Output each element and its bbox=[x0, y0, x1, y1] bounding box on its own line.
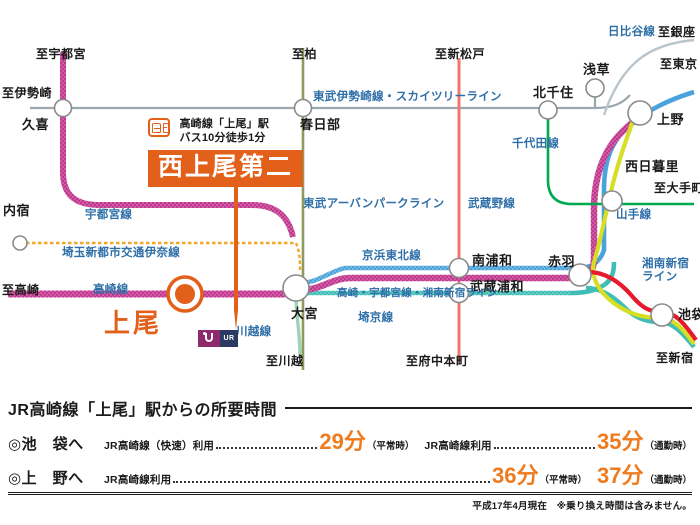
station-label-musashi-urawa: 武蔵浦和 bbox=[470, 279, 525, 294]
property-name-badge: 西上尾第二 bbox=[148, 149, 304, 187]
station-label-kita-senju: 北千住 bbox=[533, 85, 574, 100]
terminus-label-to-isesaki: 至伊勢崎 bbox=[2, 86, 53, 100]
station-label-omiya: 大宮 bbox=[291, 306, 319, 321]
minutes-value: 29分 bbox=[319, 429, 366, 454]
property-marker-stem bbox=[234, 170, 238, 330]
station-marker-akabane bbox=[568, 263, 592, 287]
time-note-alt: （通勤時） bbox=[644, 441, 693, 452]
terminus-label-to-kawagoe: 至川越 bbox=[266, 354, 304, 368]
bus-icon bbox=[148, 118, 170, 137]
line-label-takasaki: 高崎線 bbox=[93, 284, 129, 296]
station-marker-ikebukuro bbox=[650, 303, 674, 327]
terminus-label-to-ginza: 至銀座 bbox=[658, 25, 696, 39]
route-map-lines bbox=[8, 38, 698, 370]
station-marker-kasukabe bbox=[293, 98, 313, 118]
terminus-label-to-otemachi: 至大手町 bbox=[654, 181, 700, 195]
line-utsunomiya bbox=[60, 52, 296, 238]
line-label-musashino: 武蔵野線 bbox=[468, 198, 516, 210]
minutes-value-alt: 37分 bbox=[597, 463, 644, 488]
station-label-akabane: 赤羽 bbox=[548, 254, 576, 269]
property-access-line2: バス10分徒歩1分 bbox=[179, 131, 266, 144]
travel-time-row-ikebukuro: ◎池 袋へ JR高崎線（快速）利用 29分 （平常時） JR高崎線利用 35分 … bbox=[8, 424, 692, 456]
terminus-label-to-shinjuku: 至新宿 bbox=[656, 351, 694, 365]
minutes-value: 36分 bbox=[492, 463, 539, 488]
via-label: JR高崎線利用 bbox=[104, 474, 172, 486]
terminus-label-to-takasaki: 至高崎 bbox=[2, 283, 40, 297]
route-map: 久喜 内宿 春日部 大宮 南浦和 武蔵浦和 赤羽 北千住 浅草 上野 西日暮里 … bbox=[2, 25, 700, 370]
terminus-label-to-fuchuhonmachi: 至府中本町 bbox=[406, 354, 469, 368]
time-note-alt: （通勤時） bbox=[644, 475, 692, 486]
destination-label: ◎池 袋へ bbox=[8, 436, 84, 453]
property-marker[interactable]: 高崎線「上尾」駅 バス10分徒歩1分 西上尾第二 bbox=[148, 118, 304, 187]
station-marker-nishi-nippori bbox=[601, 190, 623, 212]
station-label-kuki: 久喜 bbox=[22, 117, 50, 132]
line-new-shuttle bbox=[20, 241, 302, 273]
ur-logo: UR bbox=[198, 330, 238, 347]
leader-dots-alt bbox=[493, 447, 596, 449]
line-label-hibiya: 日比谷線 bbox=[608, 26, 656, 38]
minutes-value-alt: 35分 bbox=[597, 429, 644, 454]
line-label-takasaki-utsunomiya-shonan: 高崎・宇都宮線・湘南新宿ライン bbox=[337, 287, 498, 299]
station-marker-omiya bbox=[282, 274, 310, 302]
property-access-text: 高崎線「上尾」駅 バス10分徒歩1分 bbox=[179, 118, 269, 146]
line-label-shonan-shinjuku: 湘南新宿 ライン bbox=[642, 258, 689, 284]
leader-dots bbox=[173, 481, 490, 483]
title-rule bbox=[284, 407, 692, 409]
line-label-utsunomiya: 宇都宮線 bbox=[85, 209, 133, 221]
station-label-ueno: 上野 bbox=[657, 112, 685, 127]
line-label-saikyo: 埼京線 bbox=[358, 312, 394, 324]
station-marker-ageo-highlight bbox=[166, 275, 204, 313]
line-label-yamanote: 山手線 bbox=[616, 209, 652, 221]
station-marker-musashi-urawa bbox=[448, 282, 470, 304]
line-hibiya bbox=[602, 38, 695, 116]
terminus-label-to-shin-matsudo: 至新松戸 bbox=[435, 47, 486, 61]
travel-time-title: JR高崎線「上尾」駅からの所要時間 bbox=[8, 402, 277, 419]
travel-time-title-row: JR高崎線「上尾」駅からの所要時間 bbox=[8, 396, 692, 420]
ur-logo-text: UR bbox=[220, 330, 238, 347]
line-label-tobu-isesaki: 東武伊勢崎線・スカイツリーライン bbox=[313, 91, 502, 103]
property-access-line1: 高崎線「上尾」駅 bbox=[179, 118, 270, 130]
line-chiyoda bbox=[546, 110, 694, 206]
station-marker-asakusa bbox=[585, 78, 605, 98]
travel-time-panel: JR高崎線「上尾」駅からの所要時間 ◎池 袋へ JR高崎線（快速）利用 29分 … bbox=[0, 388, 700, 525]
line-yamanote bbox=[591, 117, 696, 346]
via-label: JR高崎線（快速）利用 bbox=[104, 440, 215, 452]
time-note: （平常時） bbox=[366, 441, 415, 452]
panel-bottom-rule bbox=[8, 492, 692, 495]
station-marker-kita-senju bbox=[538, 100, 558, 120]
line-label-kawagoe: 川越線 bbox=[236, 326, 272, 338]
station-label-kasukabe: 春日部 bbox=[300, 117, 341, 132]
highlight-station-label-ageo: 上尾 bbox=[104, 308, 163, 338]
ur-logo-mark bbox=[198, 330, 220, 347]
station-label-ikebukuro: 池袋 bbox=[678, 307, 700, 322]
time-note: （平常時） bbox=[539, 475, 587, 486]
station-marker-kuki bbox=[53, 98, 73, 118]
station-label-uchijuku: 内宿 bbox=[3, 203, 31, 218]
line-label-keihin-tohoku: 京浜東北線 bbox=[362, 250, 421, 262]
station-marker-ueno bbox=[627, 100, 653, 126]
station-label-minami-urawa: 南浦和 bbox=[472, 253, 513, 268]
station-marker-minami-urawa bbox=[448, 257, 470, 279]
line-label-new-shuttle: 埼玉新都市交通伊奈線 bbox=[62, 247, 180, 259]
leader-dots bbox=[216, 447, 318, 449]
line-label-tobu-urban-park: 東武アーバンパークライン bbox=[303, 198, 445, 210]
line-label-chiyoda: 千代田線 bbox=[512, 138, 560, 150]
terminus-label-to-tokyo: 至東京 bbox=[660, 57, 698, 71]
station-marker-uchijuku bbox=[12, 235, 28, 251]
station-label-nishi-nippori: 西日暮里 bbox=[625, 159, 680, 174]
terminus-label-to-utsunomiya: 至宇都宮 bbox=[36, 47, 87, 61]
line-label-shonan-shinjuku-text: 湘南新宿 ライン bbox=[642, 258, 690, 284]
travel-time-row-ueno: ◎上 野へ JR高崎線利用 36分 （平常時） 37分 （通勤時） bbox=[8, 458, 692, 490]
terminus-label-to-kashiwa: 至柏 bbox=[292, 47, 318, 61]
via-label-alt: JR高崎線利用 bbox=[424, 440, 492, 452]
station-label-asakusa: 浅草 bbox=[583, 62, 611, 77]
destination-label: ◎上 野へ bbox=[8, 470, 84, 487]
station-markers bbox=[12, 78, 674, 327]
footnote: 平成17年4月現在 ※乗り換え時間は含みません。 bbox=[472, 501, 692, 512]
